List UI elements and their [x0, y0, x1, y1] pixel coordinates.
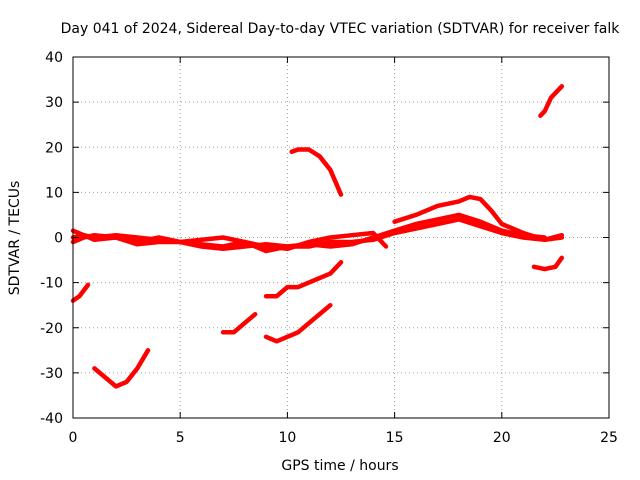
x-tick-label: 5 [176, 430, 185, 446]
series-arc-d [392, 194, 565, 243]
series-arc-c [70, 212, 547, 252]
series-arc-j [289, 147, 344, 197]
x-tick-label: 10 [278, 430, 296, 446]
series-arc-i [263, 302, 333, 344]
series-arc-f [92, 348, 151, 389]
y-tick-label: 0 [54, 231, 63, 247]
series-arc-k [538, 84, 565, 118]
chart-title: Day 041 of 2024, Sidereal Day-to-day VTE… [61, 21, 621, 37]
y-tick-label: 10 [45, 185, 63, 201]
y-axis-title: SDTVAR / TECUs [7, 181, 23, 296]
x-axis-title: GPS time / hours [281, 458, 398, 474]
y-tick-label: 40 [45, 50, 63, 66]
series-arc-e [70, 282, 91, 303]
x-tick-label: 25 [600, 430, 618, 446]
y-tick-label: 30 [45, 95, 63, 111]
tick-labels: 0 5 10 15 20 25 -40 -30 -20 -10 0 10 20 30 40 [40, 50, 618, 446]
y-tick-label: 20 [45, 140, 63, 156]
x-tick-label: 15 [386, 430, 404, 446]
series-arc-g [220, 311, 258, 335]
series-arc-l [531, 255, 565, 272]
x-tick-label: 0 [69, 430, 78, 446]
y-tick-label: -20 [40, 321, 63, 337]
ticks [72, 56, 610, 419]
series-layer [70, 84, 565, 389]
x-tick-label: 20 [493, 430, 511, 446]
y-tick-label: -30 [40, 366, 63, 382]
y-tick-label: -10 [40, 276, 63, 292]
series-arc-h [263, 260, 344, 299]
y-tick-label: -40 [40, 411, 63, 427]
